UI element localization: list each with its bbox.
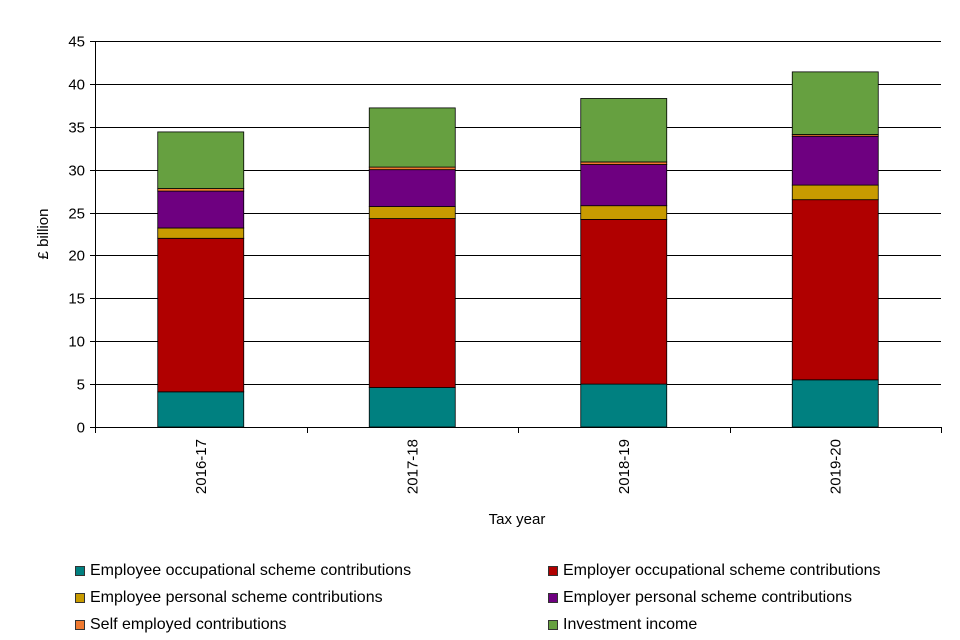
bar-segment: [157, 237, 245, 393]
legend-swatch: [75, 566, 85, 576]
bar-segment: [157, 190, 245, 229]
legend-swatch: [548, 593, 558, 603]
x-tick-label: 2016-17: [193, 439, 210, 494]
y-tick-label: 20: [68, 248, 85, 265]
bar-segment: [368, 387, 456, 428]
bar-segment: [580, 164, 668, 207]
bar-segment: [791, 379, 879, 428]
legend-label: Employee personal scheme contributions: [90, 589, 383, 606]
y-tick-labels: 0 5 10 15 20 25 30 35 40 45: [68, 34, 85, 437]
axes: [95, 41, 942, 433]
bars: [157, 71, 879, 428]
x-axis-title: Tax year: [489, 511, 546, 528]
legend-item: Employer occupational scheme contributio…: [548, 562, 881, 580]
y-tick-label: 40: [68, 77, 85, 94]
bar-segment: [157, 391, 245, 428]
bar-segment: [580, 219, 668, 385]
bar-segment: [368, 206, 456, 219]
y-tick-label: 35: [68, 120, 85, 137]
legend-item: Self employed contributions: [75, 616, 287, 634]
legend-label: Employee occupational scheme contributio…: [90, 562, 412, 579]
y-tick-label: 10: [68, 334, 85, 351]
bar-segment: [791, 71, 879, 135]
y-tick-label: 45: [68, 34, 85, 51]
y-tick-label: 30: [68, 163, 85, 180]
legend-label: Investment income: [563, 616, 698, 633]
legend-swatch: [548, 566, 558, 576]
x-tick-labels: 2016-17 2017-18 2018-19 2019-20: [193, 439, 845, 494]
legend-label: Employer occupational scheme contributio…: [563, 562, 881, 579]
legend-label: Self employed contributions: [90, 616, 287, 633]
legend-item: Employer personal scheme contributions: [548, 589, 852, 607]
y-tick-label: 0: [77, 420, 85, 437]
legend-label: Employer personal scheme contributions: [563, 589, 853, 606]
bar-segment: [157, 227, 245, 239]
bar-segment: [580, 205, 668, 220]
bar-segment: [368, 169, 456, 207]
bar-segment: [580, 383, 668, 428]
x-tick-label: 2018-19: [616, 439, 633, 494]
legend-item: Employee personal scheme contributions: [75, 589, 383, 607]
bar-segment: [368, 107, 456, 168]
bar-segment: [791, 135, 879, 186]
bar-segment: [791, 199, 879, 381]
legend-swatch: [548, 620, 558, 630]
legend-item: Investment income: [548, 616, 697, 634]
legend-swatch: [75, 620, 85, 630]
legend-swatch: [75, 593, 85, 603]
y-tick-label: 25: [68, 206, 85, 223]
x-tick-label: 2019-20: [827, 439, 844, 494]
y-axis-title: £ billion: [35, 209, 52, 260]
legend-item: Employee occupational scheme contributio…: [75, 562, 411, 580]
bar-segment: [157, 131, 245, 189]
bar-segment: [791, 184, 879, 201]
y-tick-label: 5: [77, 377, 85, 394]
y-tick-label: 15: [68, 291, 85, 308]
x-tick-label: 2017-18: [404, 439, 421, 494]
bar-segment: [368, 218, 456, 388]
bar-segment: [580, 98, 668, 163]
